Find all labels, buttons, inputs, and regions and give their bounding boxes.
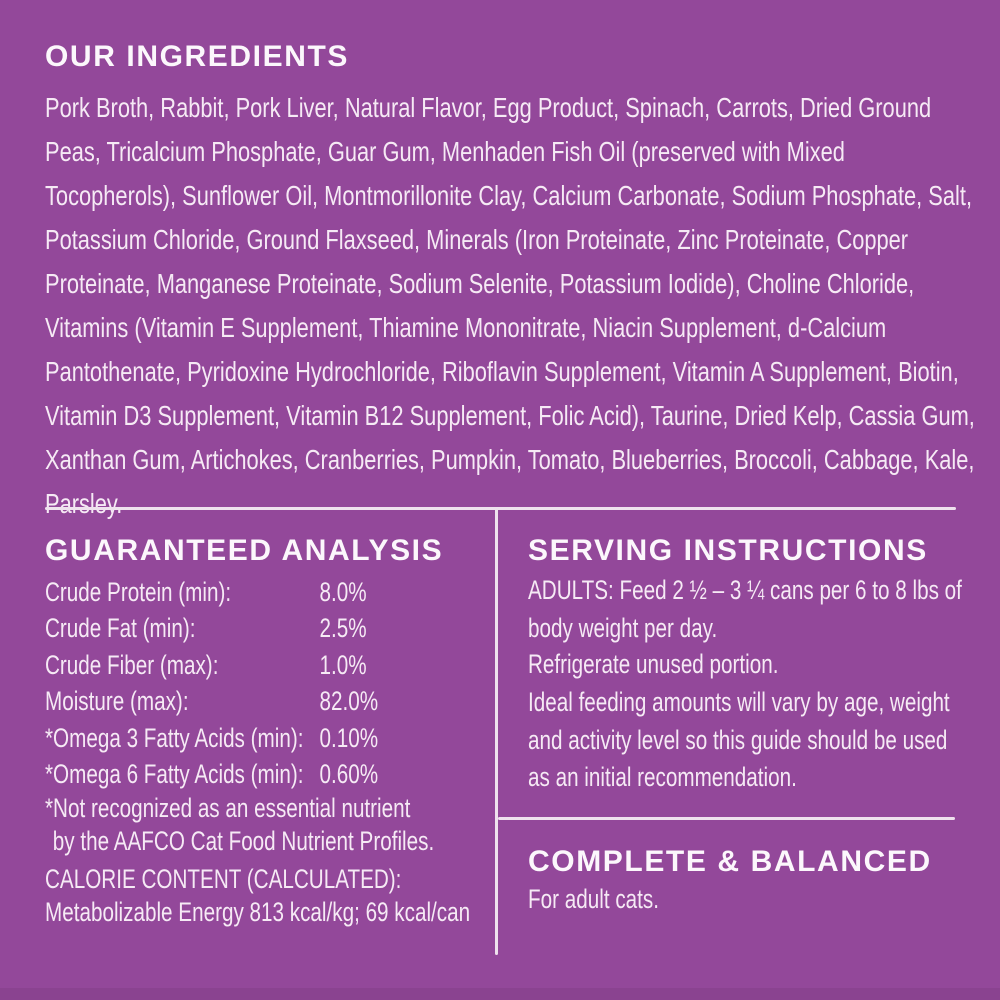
serving-refrigerate-text: Refrigerate unused portion.	[528, 649, 779, 679]
footnote-line: *Not recognized as an essential nutrient	[45, 793, 411, 823]
nutrient-value: 2.5%	[319, 613, 367, 644]
nutrient-value: 8.0%	[319, 577, 367, 607]
aafco-footnote: *Not recognized as an essential nutrient…	[45, 792, 513, 857]
footnote-line: by the AAFCO Cat Food Nutrient Profiles.	[52, 825, 435, 856]
horizontal-divider-right-column	[498, 817, 955, 820]
nutrient-label: *Omega 6 Fatty Acids (min):	[45, 759, 304, 790]
nutrient-label: Crude Protein (min):	[45, 577, 232, 607]
complete-balanced-text: For adult cats.	[528, 884, 659, 914]
serving-instructions-heading: SERVING INSTRUCTIONS	[528, 534, 928, 567]
guaranteed-analysis-table: Crude Protein (min): 8.0% Crude Fat (min…	[45, 574, 521, 792]
serving-adults-text: ADULTS: Feed 2 ½ – 3 ¼ cans per 6 to 8 l…	[528, 575, 962, 643]
table-row: Moisture (max): 82.0%	[45, 683, 521, 719]
ingredients-list-text: Pork Broth, Rabbit, Pork Liver, Natural …	[45, 92, 975, 519]
table-row: *Omega 3 Fatty Acids (min): 0.10%	[45, 720, 521, 756]
nutrient-label: Crude Fat (min):	[45, 613, 196, 644]
table-row: Crude Protein (min): 8.0%	[45, 574, 521, 610]
table-row: Crude Fat (min): 2.5%	[45, 610, 521, 646]
calorie-content-heading: CALORIE CONTENT (CALCULATED):	[45, 864, 402, 894]
horizontal-divider-top	[45, 507, 956, 510]
nutrient-label: Moisture (max):	[45, 686, 189, 717]
nutrient-value: 0.60%	[319, 759, 379, 790]
table-row: Crude Fiber (max): 1.0%	[45, 647, 521, 683]
serving-ideal-feeding-text: Ideal feeding amounts will vary by age, …	[528, 687, 950, 792]
label-bottom-edge-shadow	[0, 988, 1000, 1000]
calorie-content-value: Metabolizable Energy 813 kcal/kg; 69 kca…	[45, 897, 471, 927]
complete-balanced-heading: COMPLETE & BALANCED	[528, 845, 932, 878]
table-row: *Omega 6 Fatty Acids (min): 0.60%	[45, 756, 521, 792]
calorie-content-block: CALORIE CONTENT (CALCULATED): Metaboliza…	[45, 863, 544, 929]
nutrient-value: 0.10%	[319, 722, 379, 753]
nutrient-label: *Omega 3 Fatty Acids (min):	[45, 722, 304, 753]
guaranteed-analysis-heading: GUARANTEED ANALYSIS	[45, 534, 444, 567]
nutrient-value: 1.0%	[319, 649, 367, 680]
vertical-column-divider	[495, 507, 498, 955]
nutrient-value: 82.0%	[319, 686, 379, 717]
nutrient-label: Crude Fiber (max):	[45, 649, 219, 680]
ingredients-heading: OUR INGREDIENTS	[45, 40, 350, 73]
